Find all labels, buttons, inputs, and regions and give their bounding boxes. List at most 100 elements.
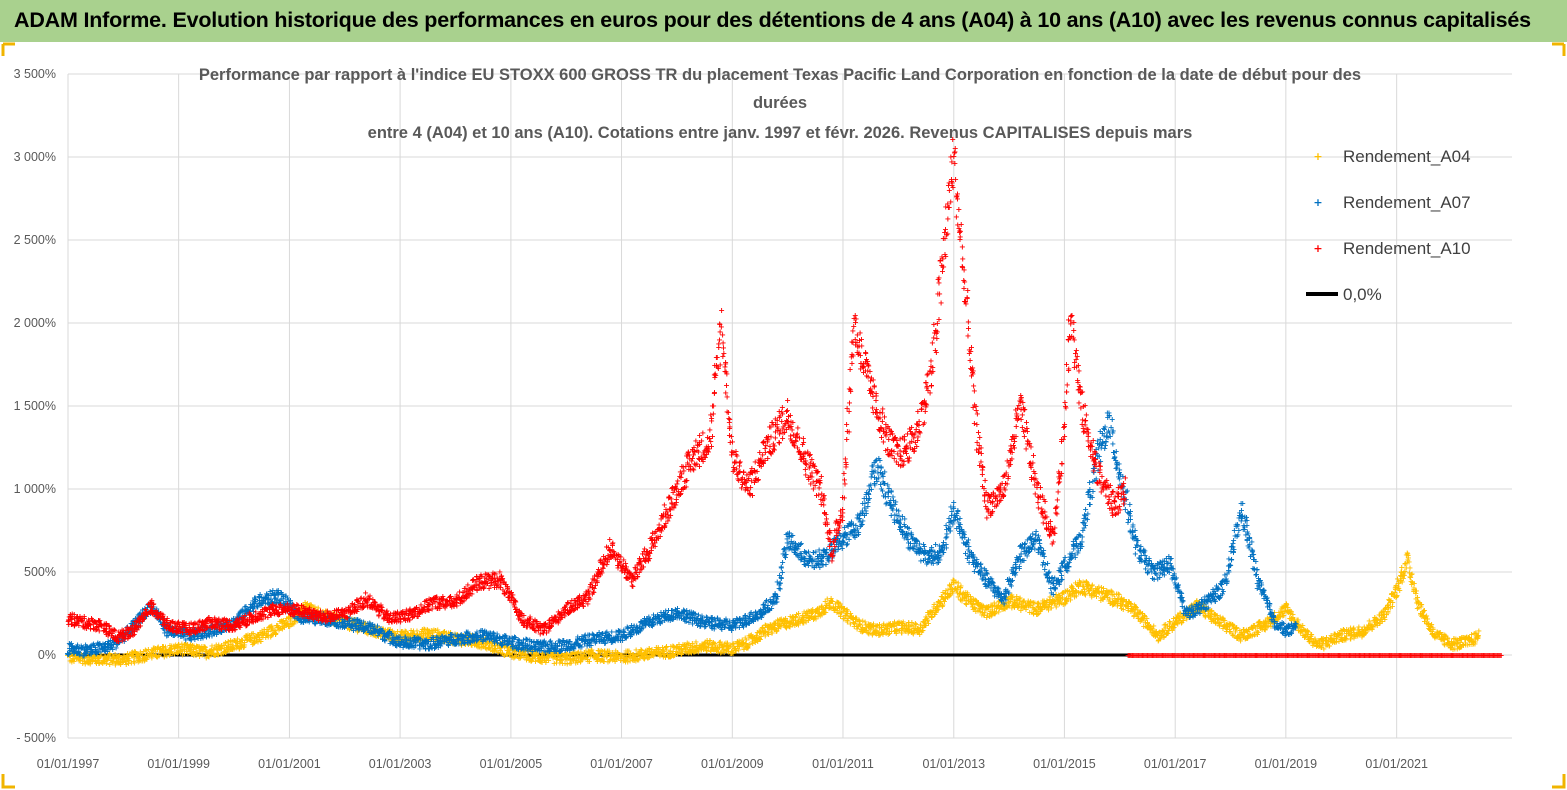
x-tick-label: 01/01/2015 — [1033, 757, 1096, 771]
data-point: + — [167, 645, 174, 654]
data-point: + — [77, 654, 84, 663]
data-point: + — [146, 650, 153, 659]
data-point: + — [157, 645, 164, 654]
data-point: + — [136, 654, 143, 663]
data-point: + — [292, 608, 299, 617]
data-point: + — [322, 606, 329, 615]
data-point: + — [294, 616, 301, 625]
data-point: + — [330, 612, 337, 621]
data-point: + — [313, 614, 320, 623]
data-point: + — [229, 645, 236, 654]
data-point: + — [217, 644, 224, 653]
data-point: + — [90, 652, 97, 661]
data-point: + — [338, 615, 345, 624]
data-point: + — [66, 651, 73, 660]
data-point: + — [104, 655, 111, 664]
data-point: + — [102, 652, 109, 661]
data-point: + — [295, 606, 302, 615]
data-point: + — [243, 631, 250, 640]
data-point: + — [207, 646, 214, 655]
data-point: + — [211, 650, 218, 659]
data-point: + — [227, 636, 234, 645]
performance-chart: - 500%0%500%1 000%1 500%2 000%2 500%3 00… — [14, 66, 1512, 771]
data-point: + — [218, 650, 225, 659]
data-point: + — [196, 646, 203, 655]
data-point: + — [130, 651, 137, 660]
y-tick-label: 2 500% — [14, 233, 56, 247]
data-point: + — [283, 620, 290, 629]
data-point: + — [288, 621, 295, 630]
data-point: + — [96, 659, 103, 668]
data-point: + — [110, 653, 117, 662]
data-point: + — [72, 648, 79, 657]
data-point: + — [200, 644, 207, 653]
data-point: + — [278, 617, 285, 626]
data-point: + — [111, 654, 118, 663]
data-point: + — [99, 658, 106, 667]
data-point: + — [85, 652, 92, 661]
data-point: + — [238, 639, 245, 648]
data-point: + — [89, 653, 96, 662]
data-point: + — [234, 639, 241, 648]
data-point: + — [116, 651, 123, 660]
data-point: + — [135, 656, 142, 665]
data-point: + — [152, 651, 159, 660]
data-point: + — [297, 605, 304, 614]
data-point: + — [247, 634, 254, 643]
chart-title-line: entre 4 (A04) et 10 ans (A10). Cotations… — [368, 124, 1193, 142]
data-point: + — [86, 659, 93, 668]
y-tick-label: 500% — [24, 565, 56, 579]
data-point: + — [155, 651, 162, 660]
data-point: + — [144, 652, 151, 661]
data-point: + — [271, 628, 278, 637]
data-point: + — [314, 613, 321, 622]
data-point: + — [189, 641, 196, 650]
data-point: + — [119, 658, 126, 667]
data-point: + — [121, 652, 128, 661]
data-point: + — [106, 649, 113, 658]
data-point: + — [293, 609, 300, 618]
data-point: + — [259, 630, 266, 639]
data-point: + — [228, 645, 235, 654]
data-point: + — [199, 651, 206, 660]
data-point: + — [237, 642, 244, 651]
data-point: + — [263, 631, 270, 640]
data-point: + — [281, 621, 288, 630]
data-point: + — [162, 643, 169, 652]
data-point: + — [184, 641, 191, 650]
data-point: + — [202, 643, 209, 652]
data-point: + — [135, 650, 142, 659]
data-point: + — [280, 616, 287, 625]
data-point: + — [272, 625, 279, 634]
data-point: + — [264, 625, 271, 634]
data-point: + — [251, 633, 258, 642]
data-point: + — [83, 648, 90, 657]
data-point: + — [158, 648, 165, 657]
data-point: + — [98, 658, 105, 667]
data-point: + — [243, 631, 250, 640]
data-point: + — [170, 649, 177, 658]
data-point: + — [243, 633, 250, 642]
data-point: + — [225, 642, 232, 651]
data-point: + — [335, 612, 342, 621]
data-point: + — [189, 649, 196, 658]
data-point: + — [161, 648, 168, 657]
data-point: + — [342, 614, 349, 623]
data-point: + — [223, 648, 230, 657]
data-point: + — [181, 649, 188, 658]
data-point: + — [279, 625, 286, 634]
data-point: + — [312, 613, 319, 622]
data-point: + — [315, 603, 322, 612]
data-point: + — [84, 657, 91, 666]
data-point: + — [223, 643, 230, 652]
report-title: ADAM Informe. Evolution historique des p… — [14, 8, 1531, 33]
data-point: + — [310, 612, 317, 621]
data-point: + — [123, 660, 130, 669]
data-point: + — [234, 639, 241, 648]
data-point: + — [110, 652, 117, 661]
data-point: + — [324, 615, 331, 624]
data-point: + — [205, 652, 212, 661]
data-point: + — [275, 621, 282, 630]
data-point: + — [141, 653, 148, 662]
data-point: + — [147, 650, 154, 659]
